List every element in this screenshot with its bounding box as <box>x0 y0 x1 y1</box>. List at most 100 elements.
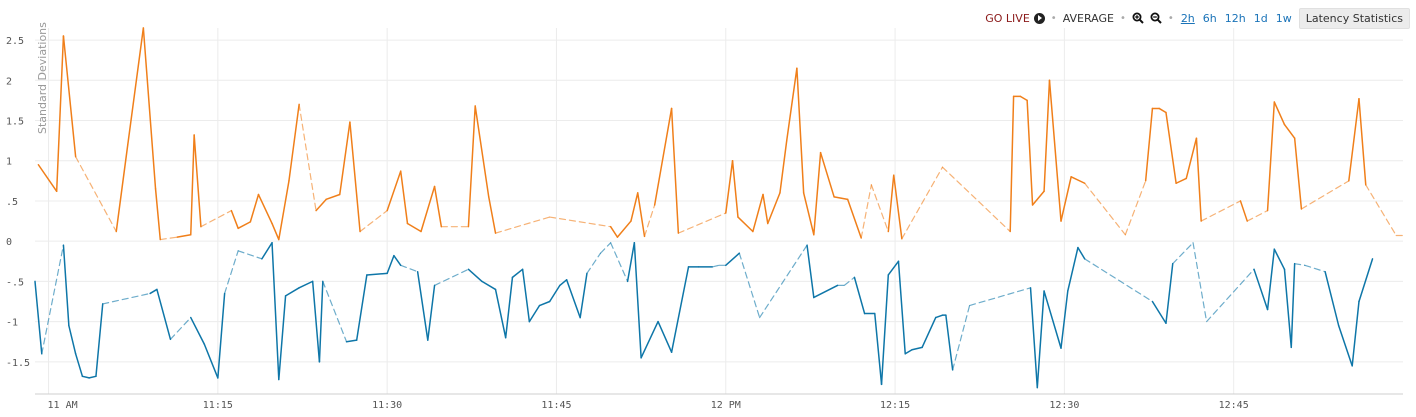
y-tick-label: 1 <box>6 157 12 168</box>
line-segment <box>1348 98 1360 182</box>
interpolated-segment <box>298 103 317 212</box>
line-segment <box>34 280 43 355</box>
line-segment <box>62 244 70 327</box>
line-segment <box>399 170 409 225</box>
line-segment <box>833 196 849 201</box>
line-segment <box>81 375 90 379</box>
interpolated-segment <box>643 204 656 237</box>
line-segment <box>349 121 361 233</box>
line-segment <box>1151 300 1167 324</box>
interpolated-segment <box>843 276 856 287</box>
line-segment <box>670 266 690 353</box>
line-segment <box>853 276 866 315</box>
line-segment <box>1273 101 1286 126</box>
interpolated-segment <box>433 268 470 287</box>
range-1d[interactable]: 1d <box>1253 11 1268 25</box>
line-segment <box>1048 79 1062 222</box>
x-tick-label: 12:45 <box>1219 400 1249 411</box>
line-segment <box>887 174 895 233</box>
line-segment <box>386 170 402 212</box>
line-segment <box>779 139 788 194</box>
line-segment <box>819 151 835 198</box>
y-axis-ticks: 2.521.51.50-.5-1-1.5 <box>6 36 30 369</box>
interpolated-segment <box>1084 258 1154 303</box>
line-segment <box>846 198 862 239</box>
line-segment <box>249 193 260 223</box>
line-segment <box>796 67 805 194</box>
range-2h[interactable]: 2h <box>1180 11 1195 25</box>
line-segment <box>934 314 944 319</box>
x-tick-label: 12:30 <box>1049 400 1079 411</box>
line-segment <box>115 143 129 233</box>
interpolated-segment <box>1124 180 1147 236</box>
interpolated-segment <box>1304 264 1326 273</box>
line-segment <box>945 314 954 371</box>
zoom-in-icon[interactable] <box>1132 12 1144 24</box>
line-segment <box>1009 95 1015 233</box>
line-segment <box>538 300 551 307</box>
line-segment <box>193 134 202 228</box>
range-6h[interactable]: 6h <box>1202 11 1217 25</box>
line-segment <box>548 284 561 303</box>
series-1 <box>34 242 1374 389</box>
line-segment <box>68 324 77 355</box>
line-segment <box>670 107 680 234</box>
line-segment <box>311 280 321 363</box>
go-live-label: GO LIVE <box>985 11 1030 25</box>
line-segment <box>88 375 97 379</box>
line-segment <box>1067 246 1079 292</box>
line-segment <box>366 272 388 276</box>
average-toggle[interactable]: AVERAGE <box>1062 11 1114 25</box>
line-segment <box>521 268 531 323</box>
line-segment <box>1029 287 1039 389</box>
line-segment <box>55 35 65 193</box>
line-segment <box>737 216 754 233</box>
line-segment <box>481 280 497 291</box>
line-segment <box>230 209 239 230</box>
interpolated-segment <box>41 244 65 355</box>
series-0 <box>37 27 1404 241</box>
interpolated-segment <box>1206 268 1255 323</box>
y-tick-label: 2 <box>6 76 12 87</box>
line-segment <box>393 254 402 267</box>
line-segment <box>725 252 741 267</box>
line-segment <box>278 180 290 241</box>
line-segment <box>813 151 822 236</box>
line-segment <box>127 27 145 146</box>
line-segment <box>487 196 497 234</box>
zoom-out-icon[interactable] <box>1150 12 1162 24</box>
line-segment <box>62 35 77 158</box>
line-segment <box>325 193 341 201</box>
interpolated-segment <box>1246 209 1269 222</box>
line-segment <box>1293 137 1303 210</box>
y-tick-label: -.5 <box>6 277 24 288</box>
line-segment <box>813 284 839 299</box>
interpolated-segment <box>1084 182 1126 236</box>
x-tick-label: 12:15 <box>880 400 910 411</box>
line-segment <box>271 242 280 381</box>
x-tick-label: 11 AM <box>48 400 78 411</box>
line-segment <box>494 288 507 339</box>
x-tick-label: 12 PM <box>711 400 741 411</box>
interpolated-segment <box>941 166 1011 233</box>
line-segment <box>1060 176 1072 222</box>
line-segment <box>752 193 764 233</box>
line-segment <box>636 192 646 238</box>
y-tick-label: .5 <box>6 197 18 208</box>
interpolated-segment <box>586 252 602 274</box>
range-12h[interactable]: 12h <box>1224 11 1246 25</box>
line-segment <box>802 192 815 236</box>
y-tick-label: 1.5 <box>6 117 24 128</box>
line-segment <box>217 292 226 379</box>
latency-statistics-button[interactable]: Latency Statistics <box>1298 7 1410 29</box>
line-segment <box>406 222 422 233</box>
y-tick-label: -1 <box>6 318 18 329</box>
line-segment <box>345 339 358 343</box>
line-segment <box>1337 324 1353 367</box>
range-1w[interactable]: 1w <box>1275 11 1292 25</box>
go-live-button[interactable]: GO LIVE <box>985 12 1045 25</box>
interpolated-segment <box>860 184 872 239</box>
interpolated-segment <box>169 316 192 340</box>
y-tick-label: 2.5 <box>6 36 24 47</box>
line-segment <box>528 304 541 323</box>
